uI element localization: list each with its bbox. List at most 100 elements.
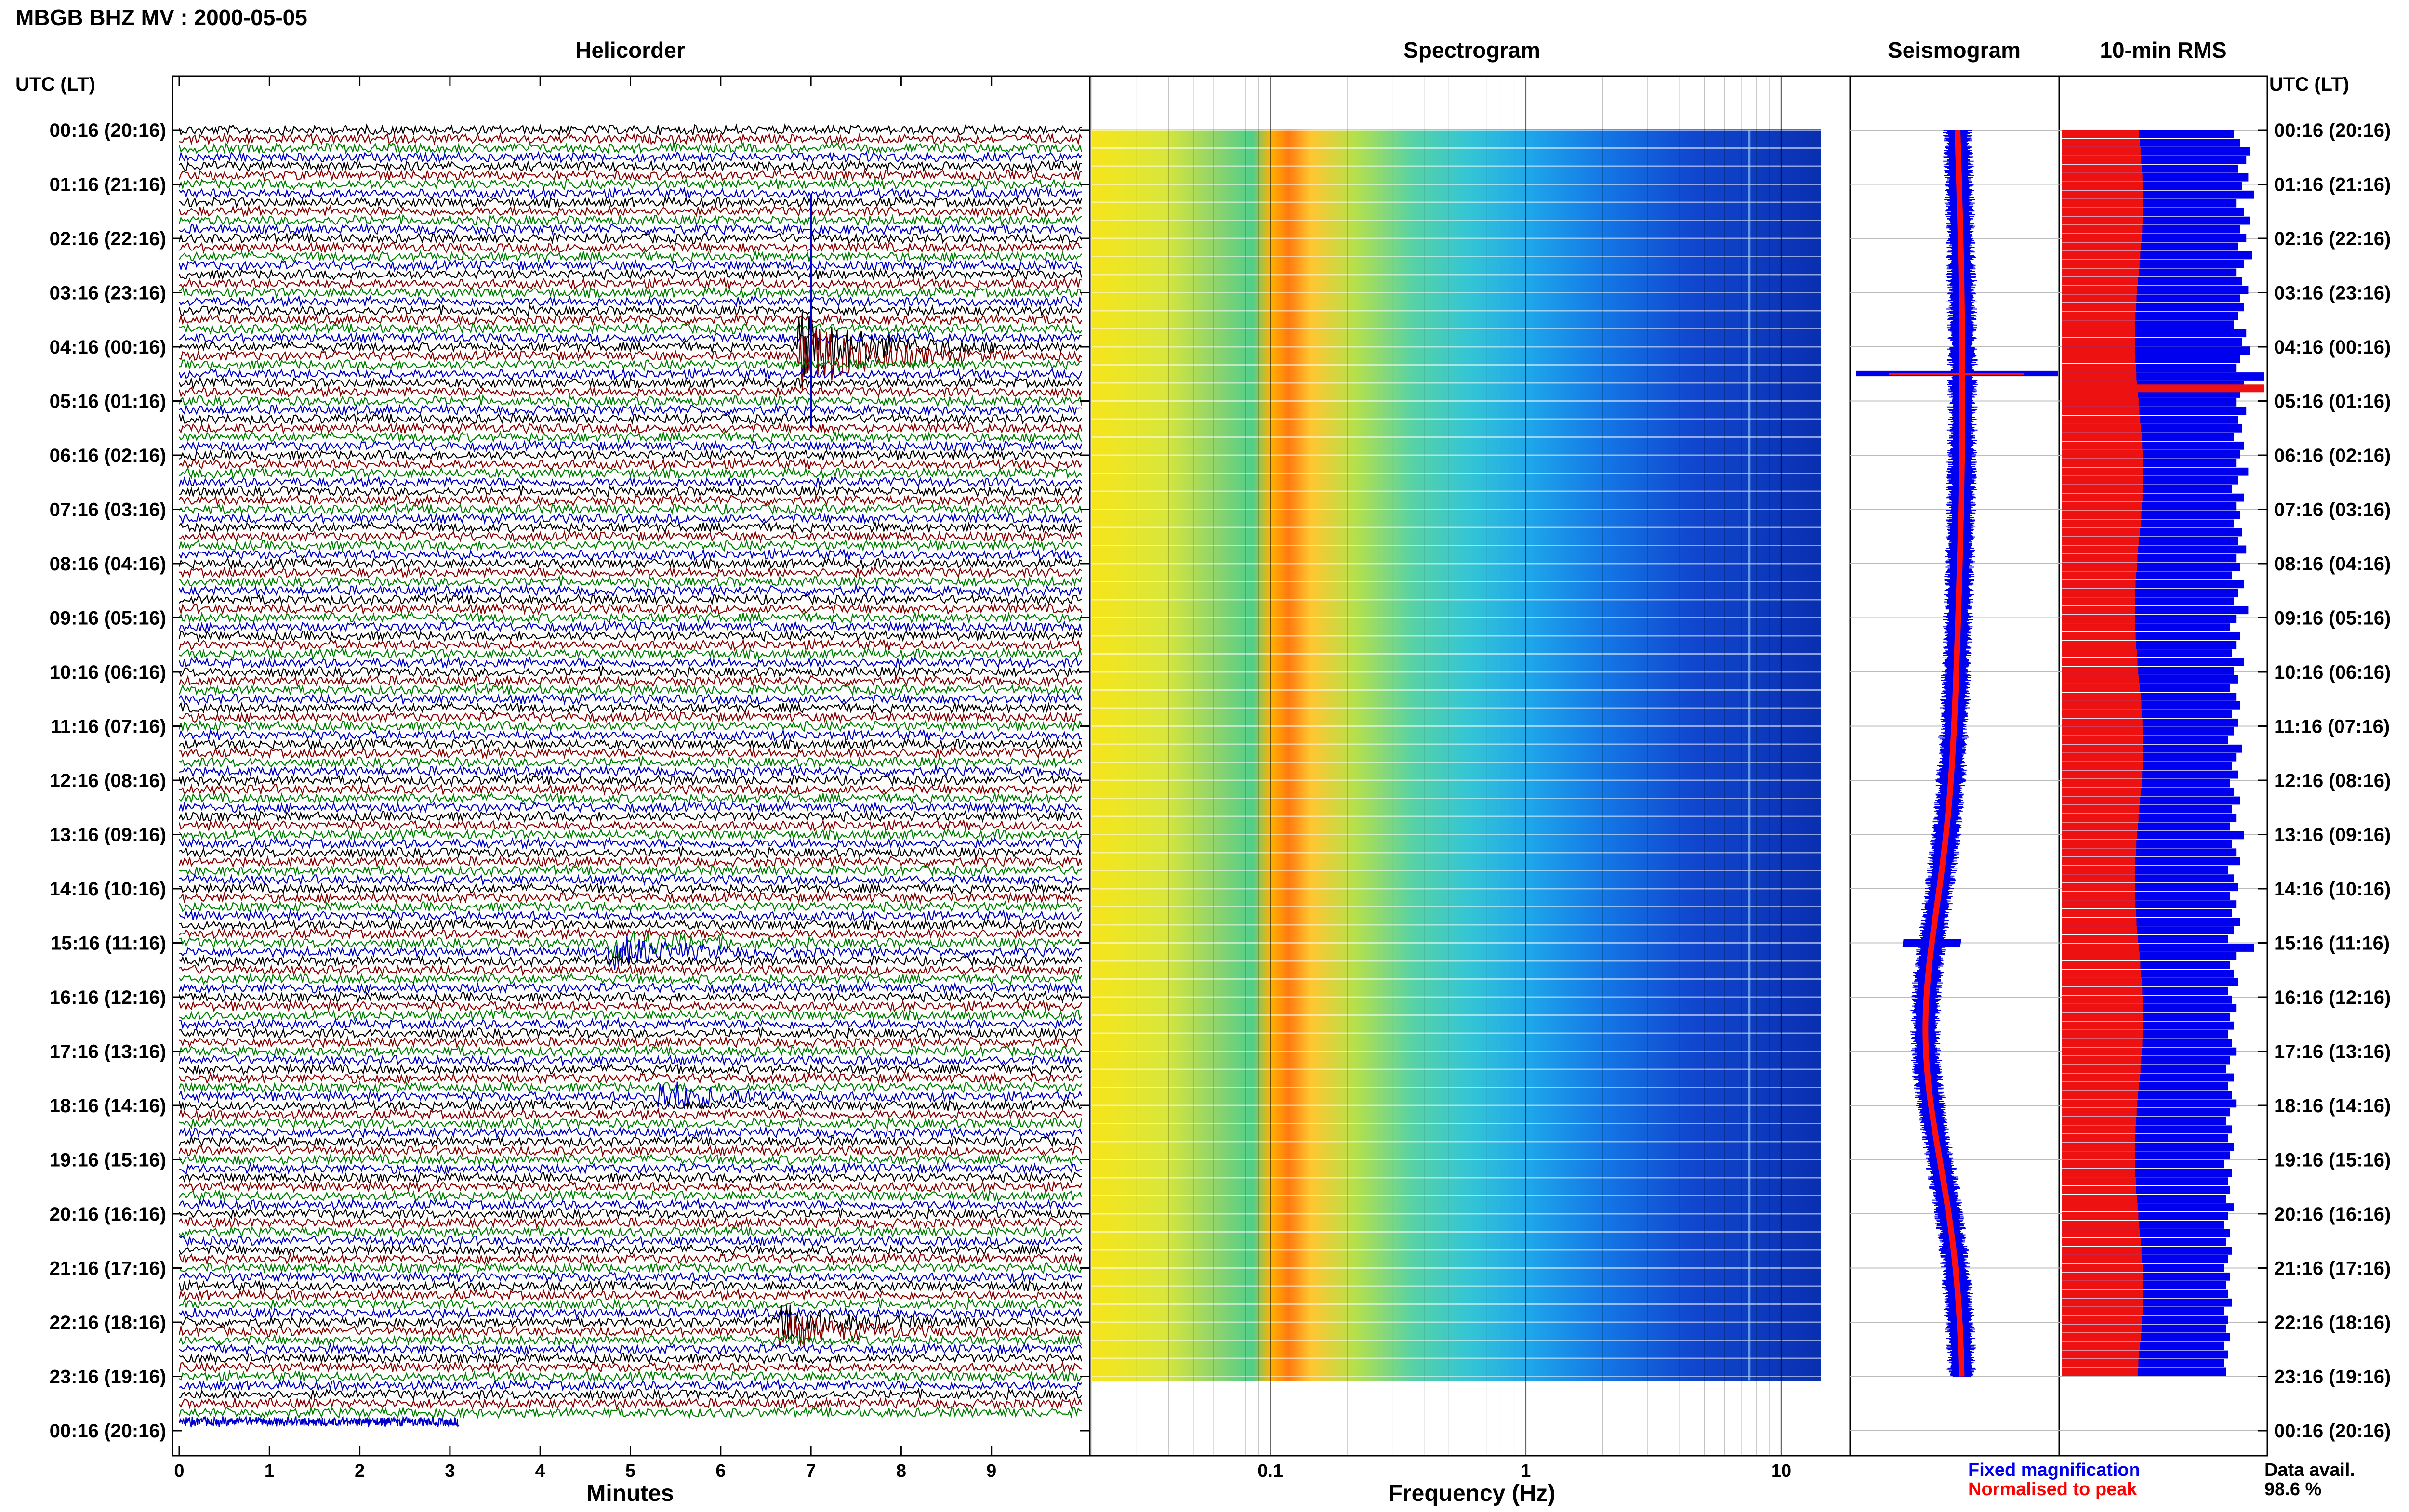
helicorder-line — [179, 593, 1082, 607]
rms-bars — [2062, 130, 2264, 1376]
rms-normalised-bar — [2062, 615, 2135, 623]
helicorder-line — [179, 891, 1082, 905]
time-tick-left: 09:16 (05:16) — [50, 608, 166, 629]
rms-normalised-bar — [2062, 225, 2143, 234]
helicorder-line — [179, 710, 1082, 724]
helicorder-line — [178, 810, 1082, 823]
rms-normalised-bar — [2062, 1177, 2136, 1185]
rms-normalised-bar — [2062, 1160, 2135, 1169]
helicorder-line — [178, 313, 1082, 326]
rms-normalised-bar — [2062, 1263, 2143, 1272]
helicorder-line — [178, 258, 1082, 273]
seismogram-trace — [1856, 130, 2058, 1377]
time-tick-right: 04:16 (00:16) — [2274, 337, 2391, 358]
helicorder-line — [178, 981, 1083, 995]
helicorder-line — [178, 168, 1082, 183]
rms-normalised-bar — [2062, 1099, 2138, 1108]
helicorder-line — [179, 783, 1082, 797]
rms-normalised-bar — [2062, 770, 2143, 779]
rms-normalised-bar — [2062, 727, 2143, 736]
time-tick-left: 01:16 (21:16) — [50, 174, 166, 196]
rms-normalised-bar — [2062, 502, 2142, 511]
helicorder-line — [178, 728, 1082, 742]
rms-normalised-bar — [2062, 1056, 2142, 1065]
rms-normalised-bar — [2062, 519, 2141, 528]
helicorder-line — [179, 954, 1083, 968]
helicorder-line — [179, 1207, 1083, 1221]
helicorder-x-axis-label: Minutes — [586, 1481, 674, 1506]
helicorder-line — [179, 529, 1083, 544]
time-tick-right: 08:16 (04:16) — [2274, 553, 2391, 575]
helicorder-line — [179, 421, 1083, 435]
seismogram-title: Seismogram — [1888, 38, 2021, 63]
right-time-axis-label: UTC (LT) — [2269, 74, 2349, 95]
helicorder-line — [179, 936, 1082, 970]
rms-normalised-bar — [2062, 1307, 2143, 1315]
helicorder-line — [178, 412, 1082, 426]
rms-normalised-bar — [2062, 978, 2142, 986]
rms-normalised-bar — [2062, 156, 2142, 164]
rms-normalised-bar — [2062, 831, 2137, 840]
legend-normalised-to-peak: Normalised to peak — [1968, 1479, 2137, 1499]
time-tick-right: 00:16 (20:16) — [2274, 120, 2391, 141]
rms-normalised-bar — [2062, 571, 2136, 580]
rms-normalised-bar — [2062, 1004, 2143, 1012]
minute-tick-label: 2 — [355, 1461, 365, 1481]
minute-tick-label: 5 — [625, 1461, 635, 1481]
minute-tick-label: 1 — [265, 1461, 275, 1481]
rms-normalised-bar — [2062, 935, 2138, 943]
helicorder-line — [178, 557, 1082, 571]
rms-normalised-bar — [2062, 623, 2135, 631]
helicorder-line — [178, 719, 1083, 733]
rms-normalised-bar — [2062, 199, 2143, 208]
helicorder-line — [179, 1026, 1082, 1040]
rms-normalised-bar — [2062, 1298, 2143, 1307]
rms-normalised-bar — [2062, 1255, 2142, 1263]
time-tick-right: 10:16 (06:16) — [2274, 662, 2391, 683]
helicorder-line — [179, 484, 1082, 498]
rms-normalised-bar — [2062, 554, 2138, 563]
minute-tick-label: 9 — [986, 1461, 996, 1481]
rms-normalised-bar — [2062, 251, 2141, 260]
rms-normalised-bar — [2062, 667, 2139, 675]
rms-normalised-bar — [2062, 450, 2143, 459]
helicorder-line — [179, 1342, 1082, 1356]
helicorder-line — [179, 294, 1083, 308]
rms-normalised-bar — [2062, 182, 2143, 190]
helicorder-line — [178, 539, 1082, 552]
rms-normalised-bar — [2062, 511, 2142, 519]
rms-normalised-bar — [2062, 173, 2143, 182]
spectrogram-image — [1091, 76, 1821, 1456]
time-tick-left: 23:16 (19:16) — [50, 1367, 166, 1388]
rms-normalised-bar — [2062, 1151, 2135, 1160]
time-tick-right: 09:16 (05:16) — [2274, 608, 2391, 629]
rms-normalised-bar — [2062, 1341, 2140, 1350]
helicorder-line — [178, 674, 1082, 687]
time-tick-right: 23:16 (19:16) — [2274, 1367, 2391, 1388]
rms-normalised-bar — [2062, 995, 2143, 1004]
helicorder-line — [179, 963, 1082, 977]
helicorder-line — [179, 457, 1082, 471]
helicorder-line — [178, 1279, 1083, 1293]
rms-normalised-bar — [2062, 580, 2136, 589]
helicorder-line — [178, 213, 1082, 227]
helicorder-line — [178, 999, 1082, 1012]
helicorder-line — [178, 177, 1083, 191]
time-tick-left: 11:16 (07:16) — [51, 716, 166, 737]
helicorder-line — [178, 1252, 1083, 1266]
rms-normalised-bar — [2062, 1134, 2135, 1143]
time-tick-left: 22:16 (18:16) — [50, 1312, 166, 1333]
helicorder-line — [178, 141, 1083, 155]
rms-title: 10-min RMS — [2100, 38, 2226, 63]
time-tick-right: 11:16 (07:16) — [2274, 716, 2390, 737]
helicorder-line — [179, 1261, 1083, 1275]
helicorder-line — [178, 583, 1083, 597]
rms-normalised-bar — [2062, 814, 2139, 822]
rms-normalised-bar — [2062, 1333, 2141, 1341]
minute-tick-label: 7 — [806, 1461, 816, 1481]
rms-normalised-bar — [2062, 822, 2138, 831]
rms-normalised-bar — [2062, 1212, 2139, 1220]
time-tick-right: 05:16 (01:16) — [2274, 391, 2391, 412]
rms-normalised-bar — [2062, 312, 2136, 320]
